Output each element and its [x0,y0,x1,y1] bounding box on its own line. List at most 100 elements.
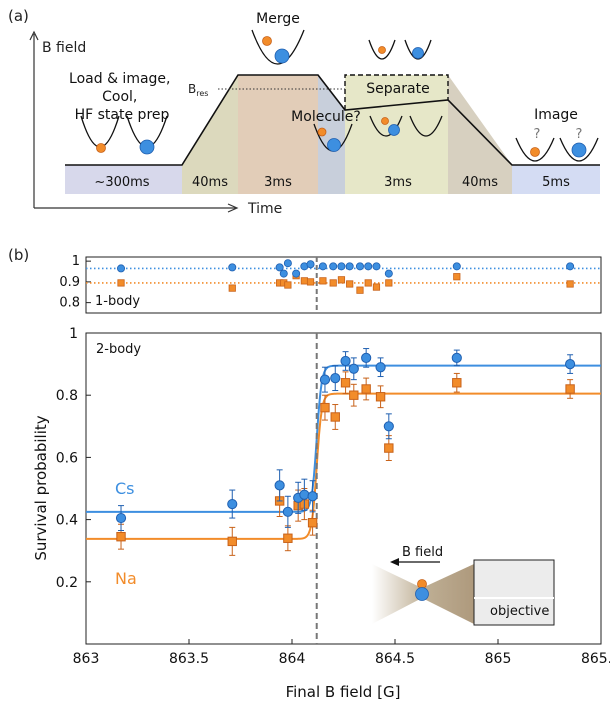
x-tick-label: 864.5 [375,651,415,667]
data-point-cs [565,359,576,370]
x-tick-label: 863 [73,651,100,667]
atom-cs-load [139,139,155,155]
atom-cs-molecule [327,138,341,152]
one-body-point-na [453,273,461,281]
x-tick-label: 865 [485,651,512,667]
data-point-na [320,402,330,413]
one-body-point-cs [452,262,461,271]
well-sep-mid-right [409,115,443,137]
data-point-cs [348,363,359,374]
y-tick-label: 0.6 [56,450,78,466]
series-label-cs: Cs [115,479,135,498]
timeline-merge: 3ms [264,175,292,190]
band-image [512,165,600,194]
one-body-y-tick-label: 0.9 [59,275,80,290]
one-body-point-na [372,283,381,291]
atoms [96,36,587,158]
inset-beam-right [422,564,474,624]
band-merge [318,75,345,194]
atom-na-image [530,147,540,157]
one-body-point-na [337,276,346,284]
two-body-x-ticks: 863 863.5 864 864.5 865 865.5 [73,639,610,667]
data-point-cs [451,352,462,363]
two-body-plot-frame [85,332,602,645]
one-body-plot-frame [85,256,602,314]
y-tick-label: 0.4 [56,513,78,529]
band-hold-high [238,75,318,194]
panel-a-schematic: (a) B field Time Bres Load & image, [8,7,600,217]
data-point-na [283,533,293,543]
data-point-na [565,384,575,394]
one-body-point-cs [318,262,327,271]
one-body-point-na [566,280,574,288]
atom-na-load [96,143,106,153]
one-body-point-na [356,286,364,294]
one-body-y-ticks: 0.8 0.9 1 [59,254,91,311]
b-field-axis-label: B field [42,40,86,56]
data-point-na [330,412,340,422]
timeline-ramp-up: 40ms [192,175,228,190]
x-axis-label: Final B field [G] [286,683,401,701]
objective-lens [473,559,555,626]
one-body-point-cs [275,263,284,272]
separate-label: Separate [366,81,429,97]
two-body-marks: Cs Na [86,333,601,644]
one-body-point-cs [283,259,292,268]
one-body-point-cs [355,262,364,271]
atom-cs-sep-top [412,47,424,59]
one-body-point-cs [117,264,126,273]
fit-curve-na [86,392,601,540]
data-point-na [452,378,462,388]
one-body-panel-text: 1-body [95,294,140,309]
two-body-panel: 863 863.5 864 864.5 865 865.5 0.2 0.4 0.6 0.8 1 2… [32,326,610,701]
data-point-na [116,532,126,542]
question-mark-right: ? [576,127,583,142]
time-axis-label: Time [247,201,282,217]
two-body-y-ticks: 0.2 0.4 0.6 0.8 1 [56,326,91,591]
well-merge [251,29,305,65]
question-mark-left: ? [534,127,541,142]
band-ramp-down [448,75,512,194]
data-point-cs [375,362,386,373]
one-body-point-cs [372,262,381,271]
inset-cs-atom [415,587,429,601]
y-axis-label: Survival probability [32,415,50,560]
data-point-na [384,443,394,453]
one-body-point-na [300,277,308,285]
timeline-ramp-down: 40ms [462,175,498,190]
y-tick-label: 0.2 [56,575,78,591]
data-point-cs [319,374,331,385]
x-tick-label: 863.5 [169,651,209,667]
band-ramp-up [182,75,238,194]
one-body-point-na [329,279,337,287]
panel-b-label: (b) [8,246,29,264]
panel-a-label: (a) [8,7,29,25]
atom-cs-image [571,142,587,158]
one-body-point-cs [329,262,338,271]
timeline-labels: ~300ms 40ms 3ms 3ms 40ms 5ms [94,175,570,190]
inset-beam-left [372,564,422,624]
one-body-point-na [346,280,354,288]
x-tick-label: 864 [279,651,306,667]
timeline-image: 5ms [542,175,570,190]
load-label: Load & image, Cool, HF state prep [69,71,175,123]
data-point-cs [340,355,351,367]
fit-curve-cs [86,364,601,513]
data-point-cs [299,489,310,500]
merge-label: Merge [256,11,300,27]
atom-na-merge [262,36,272,46]
molecule-label: Molecule? [291,109,361,125]
y-tick-label: 0.8 [56,388,78,404]
data-point-cs [227,498,238,510]
one-body-y-tick-label: 0.8 [59,296,80,311]
one-body-panel: 0.8 0.9 1 1-body [59,254,602,314]
data-point-na [307,518,318,528]
data-point-na [361,384,371,394]
one-body-point-cs [566,262,575,271]
two-body-panel-text: 2-body [96,342,141,357]
one-body-point-cs [279,269,288,278]
b-field-profile [65,74,600,166]
one-body-point-na [319,277,327,285]
well-sep-mid-left [369,115,403,137]
